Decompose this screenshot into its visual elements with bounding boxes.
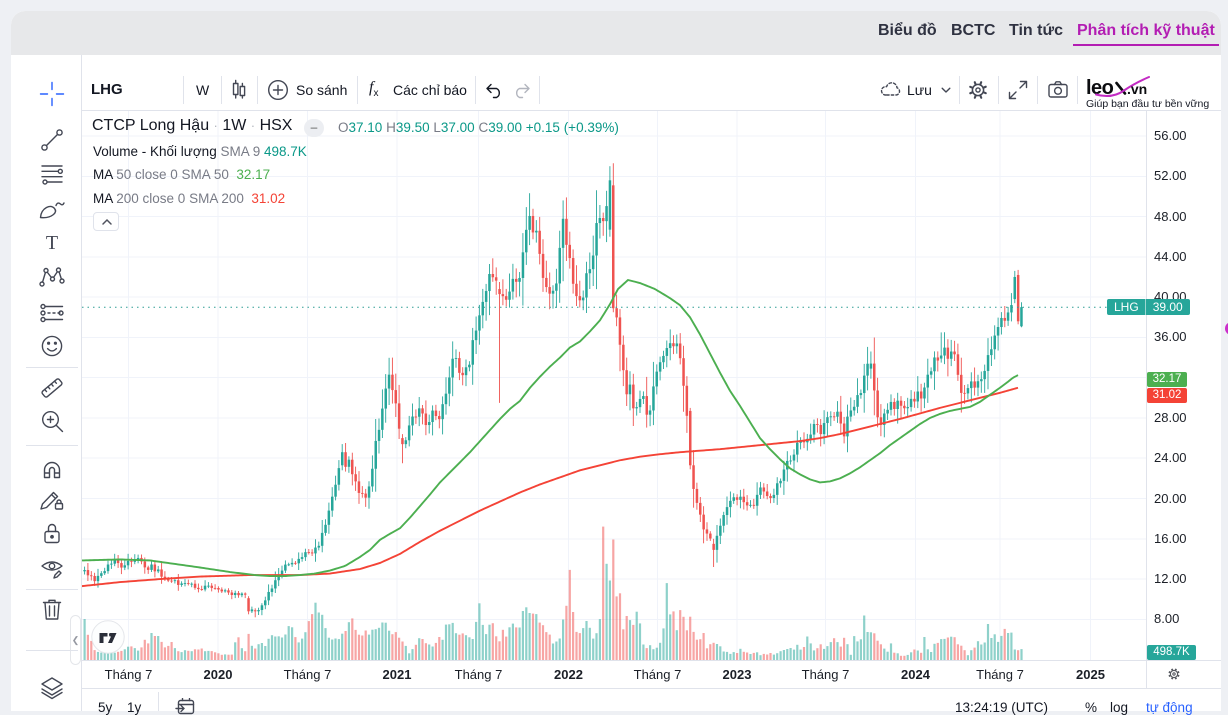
svg-text:leo: leo <box>1086 77 1114 99</box>
svg-text:.vn: .vn <box>1127 81 1147 97</box>
